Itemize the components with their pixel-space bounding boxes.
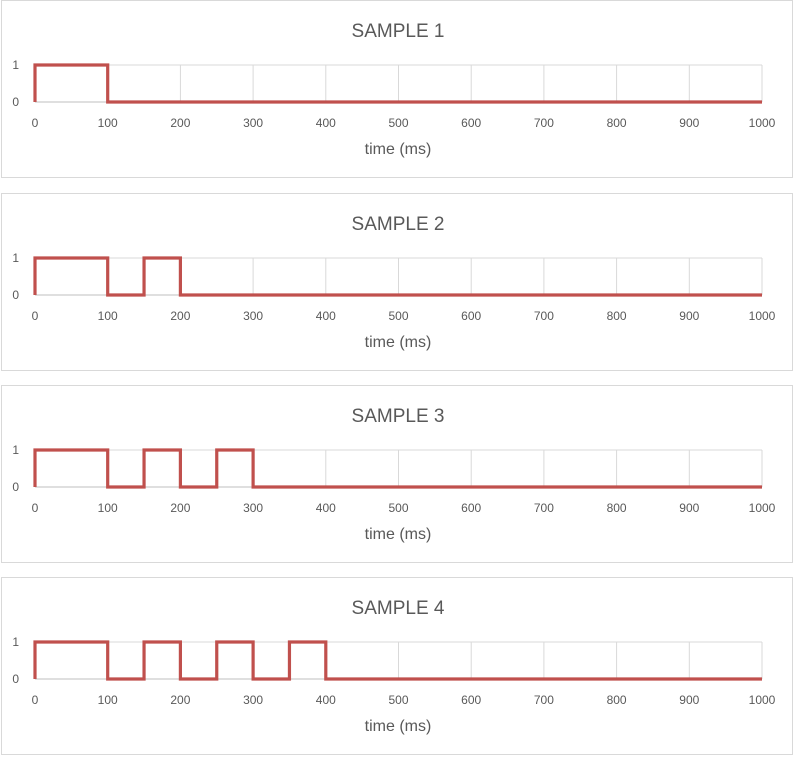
x-tick-label: 1000 bbox=[749, 309, 776, 323]
series-line bbox=[33, 256, 762, 297]
x-tick-label: 800 bbox=[607, 116, 627, 130]
x-tick-label: 200 bbox=[170, 309, 190, 323]
x-tick-label: 500 bbox=[388, 693, 408, 707]
x-tick-label: 200 bbox=[170, 501, 190, 515]
chart-panel-1: SAMPLE 1 0 100 200 300 400 500 600 700 800 900 1000… bbox=[1, 0, 793, 178]
x-tick-label: 800 bbox=[607, 501, 627, 515]
y-tick-label: 1 bbox=[12, 251, 19, 265]
y-tick-label: 1 bbox=[12, 635, 19, 649]
x-tick-label: 700 bbox=[534, 309, 554, 323]
x-tick-label: 400 bbox=[316, 693, 336, 707]
x-tick-label: 700 bbox=[534, 116, 554, 130]
x-tick-label: 500 bbox=[388, 501, 408, 515]
x-tick-label: 100 bbox=[98, 693, 118, 707]
chart-title: SAMPLE 1 bbox=[352, 21, 445, 42]
chart-title: SAMPLE 4 bbox=[352, 598, 445, 619]
chart-svg: SAMPLE 3 0 100 200 300 400 500 600 700 800 900 1000… bbox=[12, 406, 776, 543]
x-tick-label: 900 bbox=[679, 693, 699, 707]
chart-title: SAMPLE 2 bbox=[352, 214, 445, 235]
x-tick-label: 100 bbox=[98, 309, 118, 323]
x-tick-label: 0 bbox=[32, 309, 39, 323]
x-tick-label: 300 bbox=[243, 116, 263, 130]
x-tick-label: 400 bbox=[316, 309, 336, 323]
y-tick-label: 0 bbox=[12, 288, 19, 302]
x-tick-label: 500 bbox=[388, 116, 408, 130]
x-tick-label: 1000 bbox=[749, 116, 776, 130]
y-tick-label: 0 bbox=[12, 672, 19, 686]
x-tick-label: 900 bbox=[679, 309, 699, 323]
y-tick-label: 1 bbox=[12, 58, 19, 72]
x-tick-label: 600 bbox=[461, 693, 481, 707]
chart-panel-2: SAMPLE 2 0 100 200 300 400 500 600 700 800 900 1000… bbox=[1, 193, 793, 371]
x-tick-label: 400 bbox=[316, 116, 336, 130]
y-tick-label: 1 bbox=[12, 443, 19, 457]
x-tick-label: 600 bbox=[461, 309, 481, 323]
x-axis-label: time (ms) bbox=[365, 141, 432, 158]
x-tick-label: 0 bbox=[32, 116, 39, 130]
x-tick-label: 200 bbox=[170, 116, 190, 130]
x-axis-label: time (ms) bbox=[365, 718, 432, 735]
chart-title: SAMPLE 3 bbox=[352, 406, 445, 427]
series-line bbox=[33, 640, 762, 681]
x-axis-label: time (ms) bbox=[365, 334, 432, 351]
chart-panel-4: SAMPLE 4 0 100 200 300 400 500 600 700 800 900 1000… bbox=[1, 577, 793, 755]
x-tick-label: 600 bbox=[461, 501, 481, 515]
x-tick-label: 900 bbox=[679, 501, 699, 515]
x-tick-label: 900 bbox=[679, 116, 699, 130]
x-tick-label: 200 bbox=[170, 693, 190, 707]
x-tick-label: 800 bbox=[607, 693, 627, 707]
series-line bbox=[33, 63, 762, 104]
chart-svg: SAMPLE 1 0 100 200 300 400 500 600 700 800 900 1000… bbox=[12, 21, 776, 158]
x-tick-label: 1000 bbox=[749, 501, 776, 515]
x-tick-label: 0 bbox=[32, 501, 39, 515]
series-line bbox=[33, 448, 762, 489]
x-tick-label: 500 bbox=[388, 309, 408, 323]
x-tick-label: 300 bbox=[243, 693, 263, 707]
x-axis-label: time (ms) bbox=[365, 526, 432, 543]
chart-panel-3: SAMPLE 3 0 100 200 300 400 500 600 700 800 900 1000… bbox=[1, 385, 793, 563]
x-tick-label: 400 bbox=[316, 501, 336, 515]
x-tick-label: 300 bbox=[243, 501, 263, 515]
chart-svg: SAMPLE 4 0 100 200 300 400 500 600 700 800 900 1000… bbox=[12, 598, 776, 735]
x-tick-label: 1000 bbox=[749, 693, 776, 707]
x-tick-label: 600 bbox=[461, 116, 481, 130]
x-tick-label: 300 bbox=[243, 309, 263, 323]
x-tick-label: 700 bbox=[534, 693, 554, 707]
chart-svg: SAMPLE 2 0 100 200 300 400 500 600 700 800 900 1000… bbox=[12, 214, 776, 351]
x-tick-label: 100 bbox=[98, 501, 118, 515]
x-tick-label: 0 bbox=[32, 693, 39, 707]
y-tick-label: 0 bbox=[12, 95, 19, 109]
x-tick-label: 800 bbox=[607, 309, 627, 323]
x-tick-label: 100 bbox=[98, 116, 118, 130]
x-tick-label: 700 bbox=[534, 501, 554, 515]
y-tick-label: 0 bbox=[12, 480, 19, 494]
